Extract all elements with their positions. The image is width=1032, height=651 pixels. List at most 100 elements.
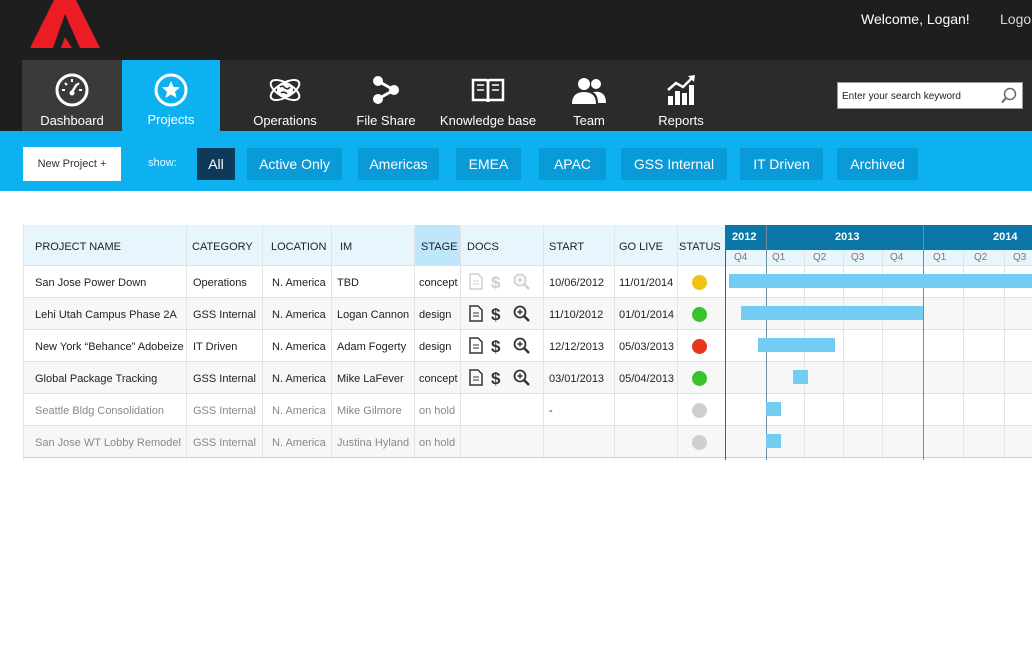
table-row[interactable]: San Jose Power Down Operations N. Americ… bbox=[23, 265, 725, 297]
cell-category: IT Driven bbox=[193, 341, 238, 353]
nav-item-operations[interactable]: Operations bbox=[235, 60, 335, 131]
column-divider bbox=[543, 225, 544, 460]
table-header: PROJECT NAME CATEGORY LOCATION IM STAGE … bbox=[23, 225, 725, 265]
cell-stage: on hold bbox=[419, 405, 456, 417]
nav-item-label: Knowledge base bbox=[439, 113, 537, 128]
nav-item-dashboard[interactable]: Dashboard bbox=[22, 60, 122, 131]
header-stage[interactable]: STAGE bbox=[415, 225, 460, 265]
zoom-icon[interactable] bbox=[513, 337, 531, 355]
gantt-bar[interactable] bbox=[729, 274, 1032, 288]
search-input[interactable] bbox=[842, 88, 992, 104]
column-divider bbox=[677, 225, 678, 460]
filter-bar: New Project + show: All Active Only Amer… bbox=[0, 131, 1032, 191]
cell-im: TBD bbox=[337, 277, 359, 289]
header-im[interactable]: IM bbox=[340, 241, 353, 253]
document-icon[interactable] bbox=[469, 369, 483, 386]
share-icon bbox=[373, 76, 399, 104]
cell-im: Mike LaFever bbox=[337, 373, 404, 385]
header-status[interactable]: STATUS bbox=[679, 241, 721, 253]
cell-go-live: 05/03/2013 bbox=[619, 341, 675, 353]
gantt-timeline: 2012 2013 2014 Q4 Q1 Q2 Q3 Q4 Q1 Q2 Q3 bbox=[725, 225, 1032, 460]
dollar-icon[interactable]: $ bbox=[491, 305, 503, 323]
table-row[interactable]: New York “Behance” Adobeize IT Driven N.… bbox=[23, 329, 725, 361]
docs-cell: $ bbox=[467, 330, 537, 362]
header-project-name[interactable]: PROJECT NAME bbox=[35, 241, 121, 253]
nav-item-label: Dashboard bbox=[40, 113, 104, 128]
cell-go-live: 05/04/2013 bbox=[619, 373, 675, 385]
nav-item-knowledge-base[interactable]: Knowledge base bbox=[437, 60, 539, 131]
cell-go-live: 11/01/2014 bbox=[619, 277, 674, 289]
cell-project-name: New York “Behance” Adobeize bbox=[35, 341, 184, 353]
status-indicator bbox=[692, 339, 707, 354]
nav-item-team[interactable]: Team bbox=[549, 60, 629, 131]
cell-project-name: San Jose Power Down bbox=[35, 277, 147, 289]
dollar-icon[interactable]: $ bbox=[491, 337, 503, 355]
nav-item-projects[interactable]: Projects bbox=[122, 60, 220, 131]
filter-all-button[interactable]: All bbox=[197, 148, 235, 180]
document-icon[interactable] bbox=[469, 337, 483, 354]
filter-gss-internal-button[interactable]: GSS Internal bbox=[621, 148, 727, 180]
filter-archived-button[interactable]: Archived bbox=[837, 148, 918, 180]
cell-stage: concept bbox=[419, 373, 458, 385]
zoom-icon[interactable] bbox=[513, 369, 531, 387]
filter-americas-button[interactable]: Americas bbox=[358, 148, 439, 180]
gantt-bar[interactable] bbox=[792, 370, 808, 384]
gantt-row bbox=[725, 329, 1032, 361]
quarter-gridline bbox=[963, 250, 964, 460]
table-row[interactable]: Seattle Bldg Consolidation GSS Internal … bbox=[23, 393, 725, 425]
table-row[interactable]: San Jose WT Lobby Remodel GSS Internal N… bbox=[23, 425, 725, 458]
header-location[interactable]: LOCATION bbox=[271, 241, 327, 253]
cell-im: Justina Hyland bbox=[337, 437, 410, 449]
adobe-logo[interactable] bbox=[30, 0, 100, 48]
gantt-row bbox=[725, 393, 1032, 425]
cell-category: Operations bbox=[193, 277, 247, 289]
quarter-label: Q2 bbox=[974, 252, 988, 263]
quarter-label: Q1 bbox=[772, 252, 786, 263]
cell-category: GSS Internal bbox=[193, 309, 256, 321]
nav-item-label: Reports bbox=[658, 113, 704, 128]
show-label: show: bbox=[148, 157, 177, 169]
header-go-live[interactable]: GO LIVE bbox=[619, 241, 664, 253]
filter-emea-button[interactable]: EMEA bbox=[456, 148, 521, 180]
column-divider bbox=[186, 225, 187, 460]
quarter-label: Q4 bbox=[890, 252, 904, 263]
column-divider bbox=[414, 225, 415, 460]
nav-item-file-share[interactable]: File Share bbox=[345, 60, 427, 131]
quarter-label: Q3 bbox=[851, 252, 865, 263]
welcome-text: Welcome, Logan! bbox=[861, 11, 970, 27]
gantt-bar[interactable] bbox=[741, 306, 923, 320]
filter-apac-button[interactable]: APAC bbox=[539, 148, 606, 180]
search-box bbox=[837, 82, 1023, 109]
table-row[interactable]: Global Package Tracking GSS Internal N. … bbox=[23, 361, 725, 393]
cell-category: GSS Internal bbox=[193, 437, 256, 449]
logout-link[interactable]: Logout bbox=[1000, 11, 1032, 27]
zoom-icon[interactable] bbox=[513, 305, 531, 323]
main-nav: Dashboard Projects Operations bbox=[0, 60, 1032, 131]
header-category[interactable]: CATEGORY bbox=[192, 241, 253, 253]
gantt-row bbox=[725, 361, 1032, 393]
gantt-bar[interactable] bbox=[766, 402, 782, 416]
cell-stage: design bbox=[419, 341, 452, 353]
filter-it-driven-button[interactable]: IT Driven bbox=[740, 148, 823, 180]
status-indicator bbox=[692, 403, 707, 418]
nav-item-reports[interactable]: Reports bbox=[641, 60, 721, 131]
document-icon[interactable] bbox=[469, 305, 483, 322]
gantt-bar[interactable] bbox=[757, 338, 836, 352]
cell-stage: concept bbox=[419, 277, 458, 289]
nav-item-label: Projects bbox=[147, 112, 195, 127]
new-project-button[interactable]: New Project + bbox=[23, 147, 121, 181]
quarter-gridline bbox=[843, 250, 844, 460]
search-icon[interactable] bbox=[1000, 87, 1018, 105]
dollar-icon[interactable]: $ bbox=[491, 369, 503, 387]
docs-cell: $ bbox=[467, 266, 537, 298]
filter-active-only-button[interactable]: Active Only bbox=[247, 148, 342, 180]
header-start[interactable]: START bbox=[549, 241, 585, 253]
svg-text:$: $ bbox=[491, 337, 501, 355]
cell-start bbox=[537, 426, 609, 458]
cell-stage: design bbox=[419, 309, 452, 321]
table-row[interactable]: Lehi Utah Campus Phase 2A GSS Internal N… bbox=[23, 297, 725, 329]
gantt-year-bar bbox=[725, 225, 1032, 250]
people-icon bbox=[572, 78, 606, 104]
gantt-bar[interactable] bbox=[766, 434, 782, 448]
cell-location: N. America bbox=[272, 309, 326, 321]
